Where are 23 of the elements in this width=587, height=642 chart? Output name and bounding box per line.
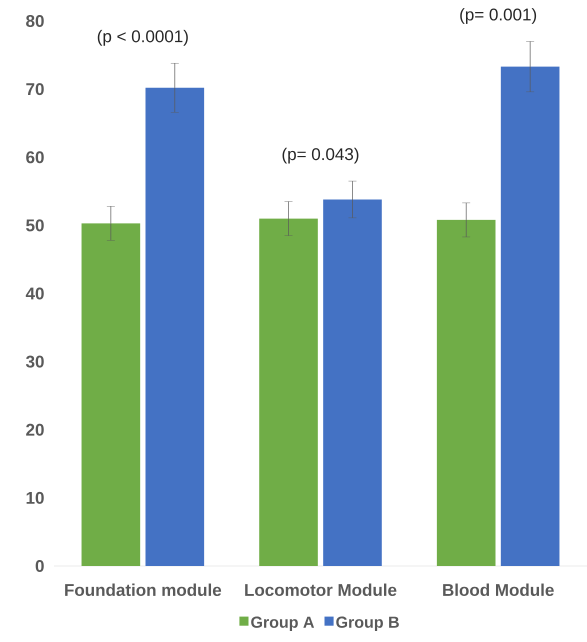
bar: [436, 220, 496, 566]
annotation: (p= 0.001): [460, 8, 536, 24]
bar: [146, 88, 204, 566]
y-tick-label: 0: [36, 560, 44, 572]
y-tick-label: 80: [26, 14, 44, 28]
bar: [323, 199, 382, 566]
annotation: (p= 0.043): [282, 148, 358, 164]
annotation: (p < 0.0001): [98, 30, 188, 46]
bar: [82, 223, 140, 566]
bar: [259, 218, 318, 566]
x-tick-label: Foundation module: [65, 584, 222, 596]
y-tick-label: 30: [26, 356, 44, 368]
y-tick-label: 40: [26, 287, 44, 300]
legend-label: Group B: [336, 616, 399, 632]
y-tick-label: 20: [26, 424, 44, 436]
y-tick-label: 70: [26, 83, 44, 96]
legend-label: Group A: [251, 616, 314, 632]
y-tick-label: 60: [26, 151, 44, 164]
y-tick-label: 10: [26, 492, 44, 504]
bar: [500, 66, 560, 566]
y-tick-label: 50: [26, 219, 44, 232]
x-tick-label: Blood Module: [443, 584, 554, 596]
x-tick-label: Locomotor Module: [245, 584, 396, 596]
